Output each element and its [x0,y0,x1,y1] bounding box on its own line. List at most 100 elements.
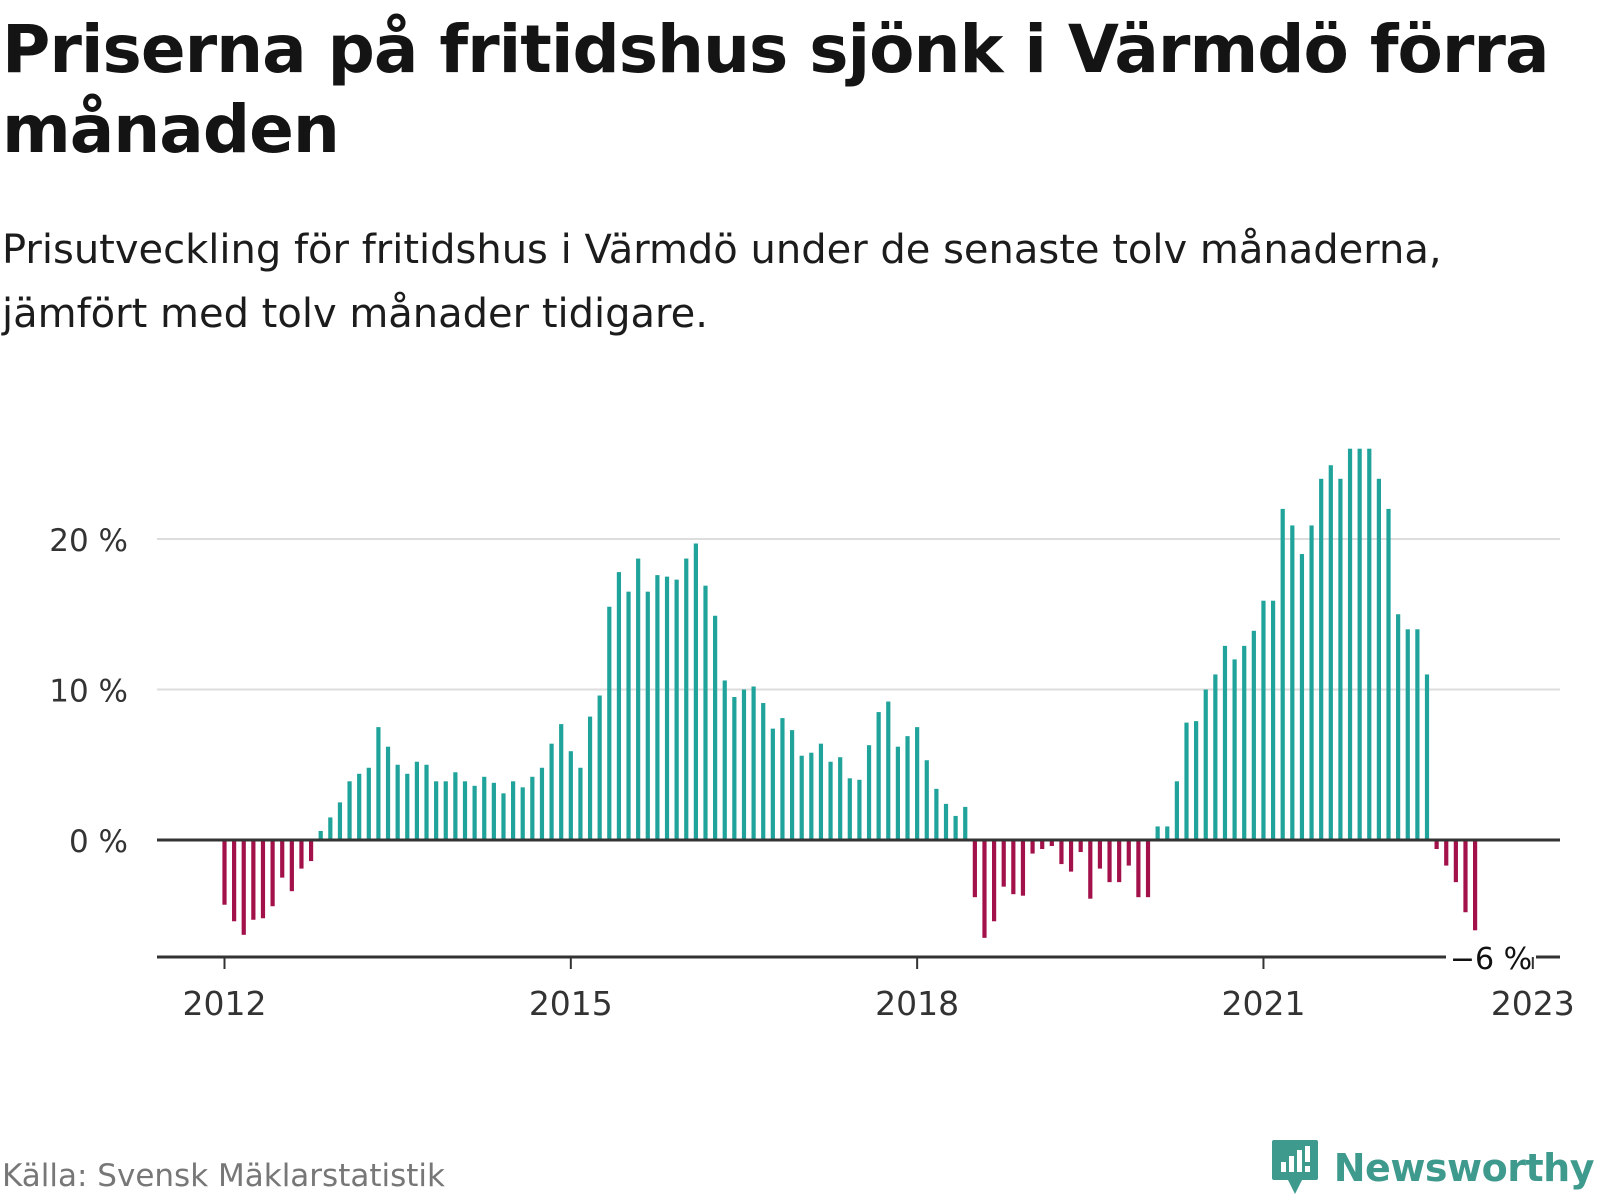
bar [308,840,314,862]
bar [1184,722,1189,840]
bar [1174,781,1179,840]
bar [1049,840,1054,847]
bar [405,773,410,840]
bar [1261,600,1266,840]
bar [645,591,650,840]
bar [462,781,468,840]
bar [1059,840,1064,865]
bar [1097,840,1103,869]
bar [318,830,323,840]
bar [1136,840,1141,898]
bar [559,724,564,840]
bar [482,776,487,840]
bar [963,806,968,840]
bar [491,782,496,840]
bar [241,840,246,935]
bar [1040,840,1045,850]
bar [1126,840,1131,866]
bar [1251,630,1256,840]
bar [395,764,400,840]
bar [1213,674,1218,840]
bar [520,787,525,840]
bar [453,772,458,840]
bar [636,558,641,840]
bar [385,746,391,840]
bar [886,701,891,840]
x-tick-label: 2015 [529,984,613,1023]
bar [809,752,814,840]
bar [1117,840,1122,883]
bar [799,755,804,840]
bar [501,793,506,840]
bar [1280,508,1285,840]
bar [280,840,285,878]
bar [328,817,333,840]
bar [539,767,545,840]
bar [1020,840,1026,896]
bar [366,767,371,840]
bar [414,761,419,840]
bar [664,576,670,841]
bar [761,703,766,840]
bar [713,615,718,840]
bar [1078,840,1083,853]
bar [607,606,612,840]
tick-labels: 0 % 10 % 20 % −6 % 2012 2015 2018 2021 2023 [49,523,1575,1023]
bar [472,785,477,840]
bar [376,727,381,841]
bar [1319,478,1324,840]
y-tick-label: 0 % [69,824,128,860]
bar [982,840,987,938]
brand-name: Newsworthy [1333,1146,1595,1190]
bar [1424,674,1430,840]
bar [1473,840,1478,931]
bar [1347,448,1353,840]
page-title: Priserna på fritidshus sjönk i Värmdö fö… [2,11,1550,168]
bar [655,575,660,840]
bar [1299,554,1305,840]
bar [626,591,631,840]
bar [337,802,343,841]
bar [549,743,554,840]
bar [1088,840,1093,899]
bar [751,686,756,840]
bar [260,840,266,919]
bar [1386,508,1391,840]
bar [943,803,949,840]
bar [915,727,920,841]
bar [1309,525,1314,840]
bar [232,840,237,922]
bar [1328,465,1333,840]
bar [1453,840,1458,883]
bar [1270,600,1276,840]
bar [289,840,294,892]
bar [1396,614,1401,840]
bar [1338,478,1343,840]
bar [1107,840,1112,883]
bar [299,840,304,869]
newsworthy-logo-icon [1271,1140,1318,1194]
bar [1068,840,1074,872]
axes [157,838,1560,969]
bar [876,712,881,840]
brand-logo[interactable]: Newsworthy [1270,1138,1595,1198]
bar [1232,659,1237,840]
bar [1145,840,1151,898]
bar [424,764,429,840]
bar [578,767,583,840]
bar [770,728,775,840]
bar [1357,448,1362,840]
bar-chart: 0 % 10 % 20 % −6 % 2012 2015 2018 2021 2023 [49,448,1575,1023]
bar [828,761,833,840]
x-tick-label: 2012 [183,984,267,1023]
bar [1367,448,1372,840]
bar [732,697,737,840]
bar [847,778,852,840]
y-tick-label: 10 % [49,674,128,710]
bar [1203,689,1208,840]
bar [1011,840,1016,895]
bar [347,781,352,840]
bar [1434,840,1439,850]
bar [703,585,708,840]
bar [1415,629,1420,840]
